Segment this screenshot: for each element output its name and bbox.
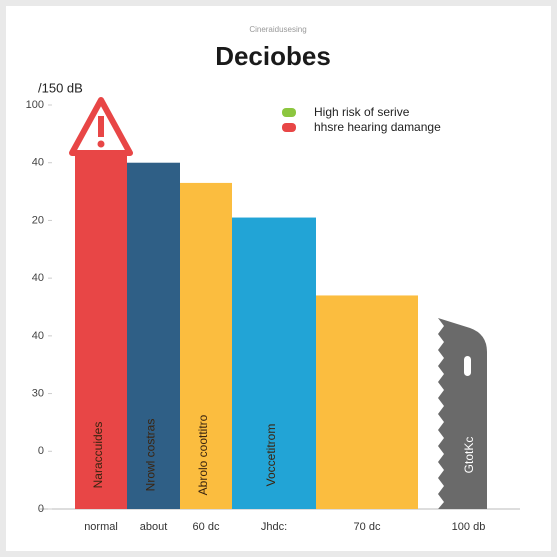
bar bbox=[75, 151, 127, 509]
bar-label: Nrowl costras bbox=[144, 419, 158, 492]
x-tick-label: 100 db bbox=[452, 521, 486, 533]
legend-label: hhsre hearing damange bbox=[314, 120, 441, 134]
saw-icon bbox=[438, 318, 487, 509]
x-tick-label: Jhdc: bbox=[261, 521, 287, 533]
bar bbox=[127, 162, 180, 509]
y-tick-label: 40 bbox=[32, 157, 44, 169]
legend-swatch bbox=[282, 123, 296, 132]
y-tick-label: 0 bbox=[38, 503, 44, 515]
bar-label: Abrolo coottitro bbox=[196, 414, 210, 495]
x-tick-label: 70 dc bbox=[354, 521, 381, 533]
bar-label: GtotKc bbox=[462, 437, 476, 474]
legend-label: High risk of serive bbox=[314, 105, 410, 119]
y-tick-label: 20 bbox=[32, 214, 44, 226]
y-tick-label: 40 bbox=[32, 272, 44, 284]
chart-subtitle: Cineraidusesing bbox=[249, 25, 306, 34]
x-tick-label: about bbox=[140, 521, 168, 533]
legend-swatch bbox=[282, 108, 296, 117]
bar bbox=[232, 217, 316, 510]
y-tick-label: 0 bbox=[38, 445, 44, 457]
y-tick-label: 100 bbox=[26, 99, 44, 111]
x-tick-label: 60 dc bbox=[193, 521, 220, 533]
y-tick-label: 40 bbox=[32, 330, 44, 342]
bar-label: Naraccuides bbox=[91, 422, 105, 489]
x-tick-label: normal bbox=[84, 521, 118, 533]
y-tick-label: 30 bbox=[32, 387, 44, 399]
bar bbox=[180, 182, 232, 509]
bar bbox=[316, 295, 418, 509]
chart-title: Deciobes bbox=[215, 41, 331, 71]
y-axis-label: /150 dB bbox=[38, 80, 83, 95]
bar-label: Voccetitrom bbox=[264, 424, 278, 487]
